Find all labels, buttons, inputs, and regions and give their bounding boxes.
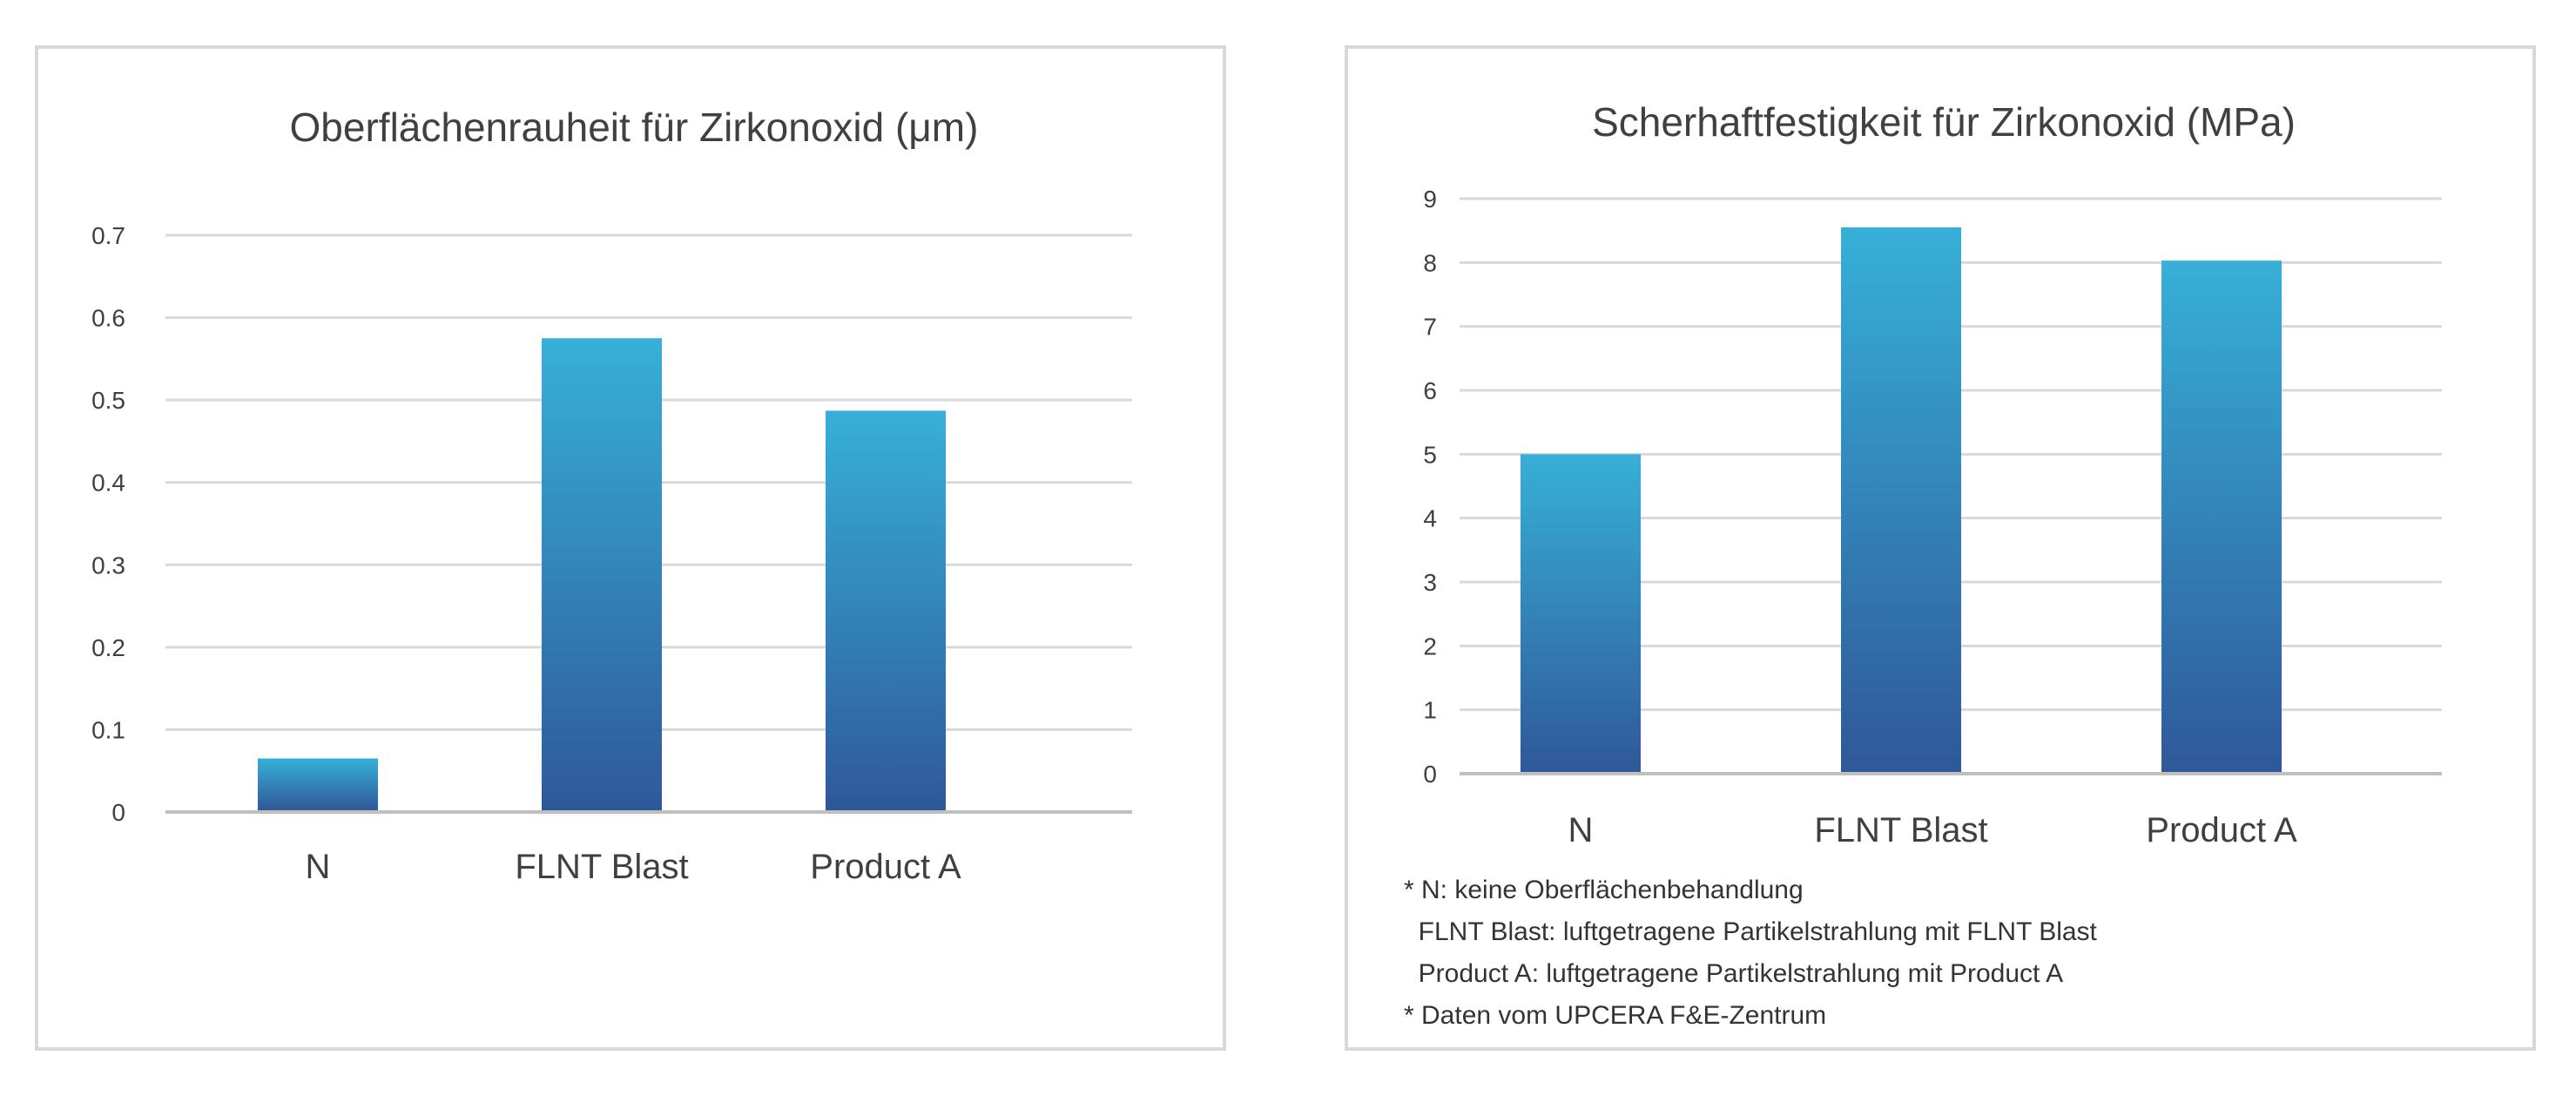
bar xyxy=(1521,454,1641,772)
footnote-line: FLNT Blast: luftgetragene Partikelstrahl… xyxy=(1404,917,2097,946)
footnote-line: * N: keine Oberflächenbehandlung xyxy=(1404,876,1804,904)
y-tick-label: 1 xyxy=(1423,697,1437,724)
y-tick-label: 0.4 xyxy=(91,470,125,497)
y-tick-label: 0.5 xyxy=(91,387,125,414)
x-tick-label: N xyxy=(1568,811,1594,849)
bar xyxy=(2161,261,2282,773)
x-tick-label: Product A xyxy=(2146,811,2297,849)
y-tick-label: 7 xyxy=(1423,314,1437,341)
x-tick-label: FLNT Blast xyxy=(1814,811,1987,849)
x-tick-label: Product A xyxy=(810,848,961,886)
y-tick-label: 0 xyxy=(111,799,125,826)
y-tick-label: 3 xyxy=(1423,569,1437,596)
x-tick-label: FLNT Blast xyxy=(515,848,688,886)
y-tick-label: 0.3 xyxy=(91,552,125,579)
y-tick-label: 0 xyxy=(1423,761,1437,788)
y-tick-label: 0.6 xyxy=(91,305,125,332)
y-tick-label: 0.2 xyxy=(91,634,125,661)
bar xyxy=(542,338,662,810)
bar xyxy=(826,410,946,810)
bar xyxy=(1841,227,1961,772)
chart-title: Scherhaftfestigkeit für Zirkonoxid (MPa) xyxy=(1592,99,2296,145)
chart-panel-roughness: Oberflächenrauheit für Zirkonoxid (μm) 0… xyxy=(35,45,1226,1051)
roughness-bar-chart: Oberflächenrauheit für Zirkonoxid (μm) 0… xyxy=(91,105,1132,886)
footnote-line: * Daten vom UPCERA F&E-Zentrum xyxy=(1404,1001,1827,1030)
y-tick-label: 8 xyxy=(1423,249,1437,276)
y-tick-label: 6 xyxy=(1423,377,1437,404)
y-tick-label: 0.7 xyxy=(91,222,125,249)
chart-panel-shear-bond: Scherhaftfestigkeit für Zirkonoxid (MPa)… xyxy=(1345,45,2536,1051)
footnote-line: Product A: luftgetragene Partikelstrahlu… xyxy=(1404,959,2064,988)
y-tick-label: 9 xyxy=(1423,186,1437,213)
y-tick-label: 5 xyxy=(1423,441,1437,468)
y-tick-label: 4 xyxy=(1423,505,1437,532)
shear-bond-bar-chart: Scherhaftfestigkeit für Zirkonoxid (MPa)… xyxy=(1423,99,2442,849)
footnotes: * N: keine Oberflächenbehandlung FLNT Bl… xyxy=(1404,870,2097,1037)
y-tick-label: 2 xyxy=(1423,633,1437,660)
y-tick-label: 0.1 xyxy=(91,716,125,743)
bar xyxy=(258,758,378,810)
chart-title: Oberflächenrauheit für Zirkonoxid (μm) xyxy=(290,105,979,150)
x-tick-label: N xyxy=(306,848,331,886)
